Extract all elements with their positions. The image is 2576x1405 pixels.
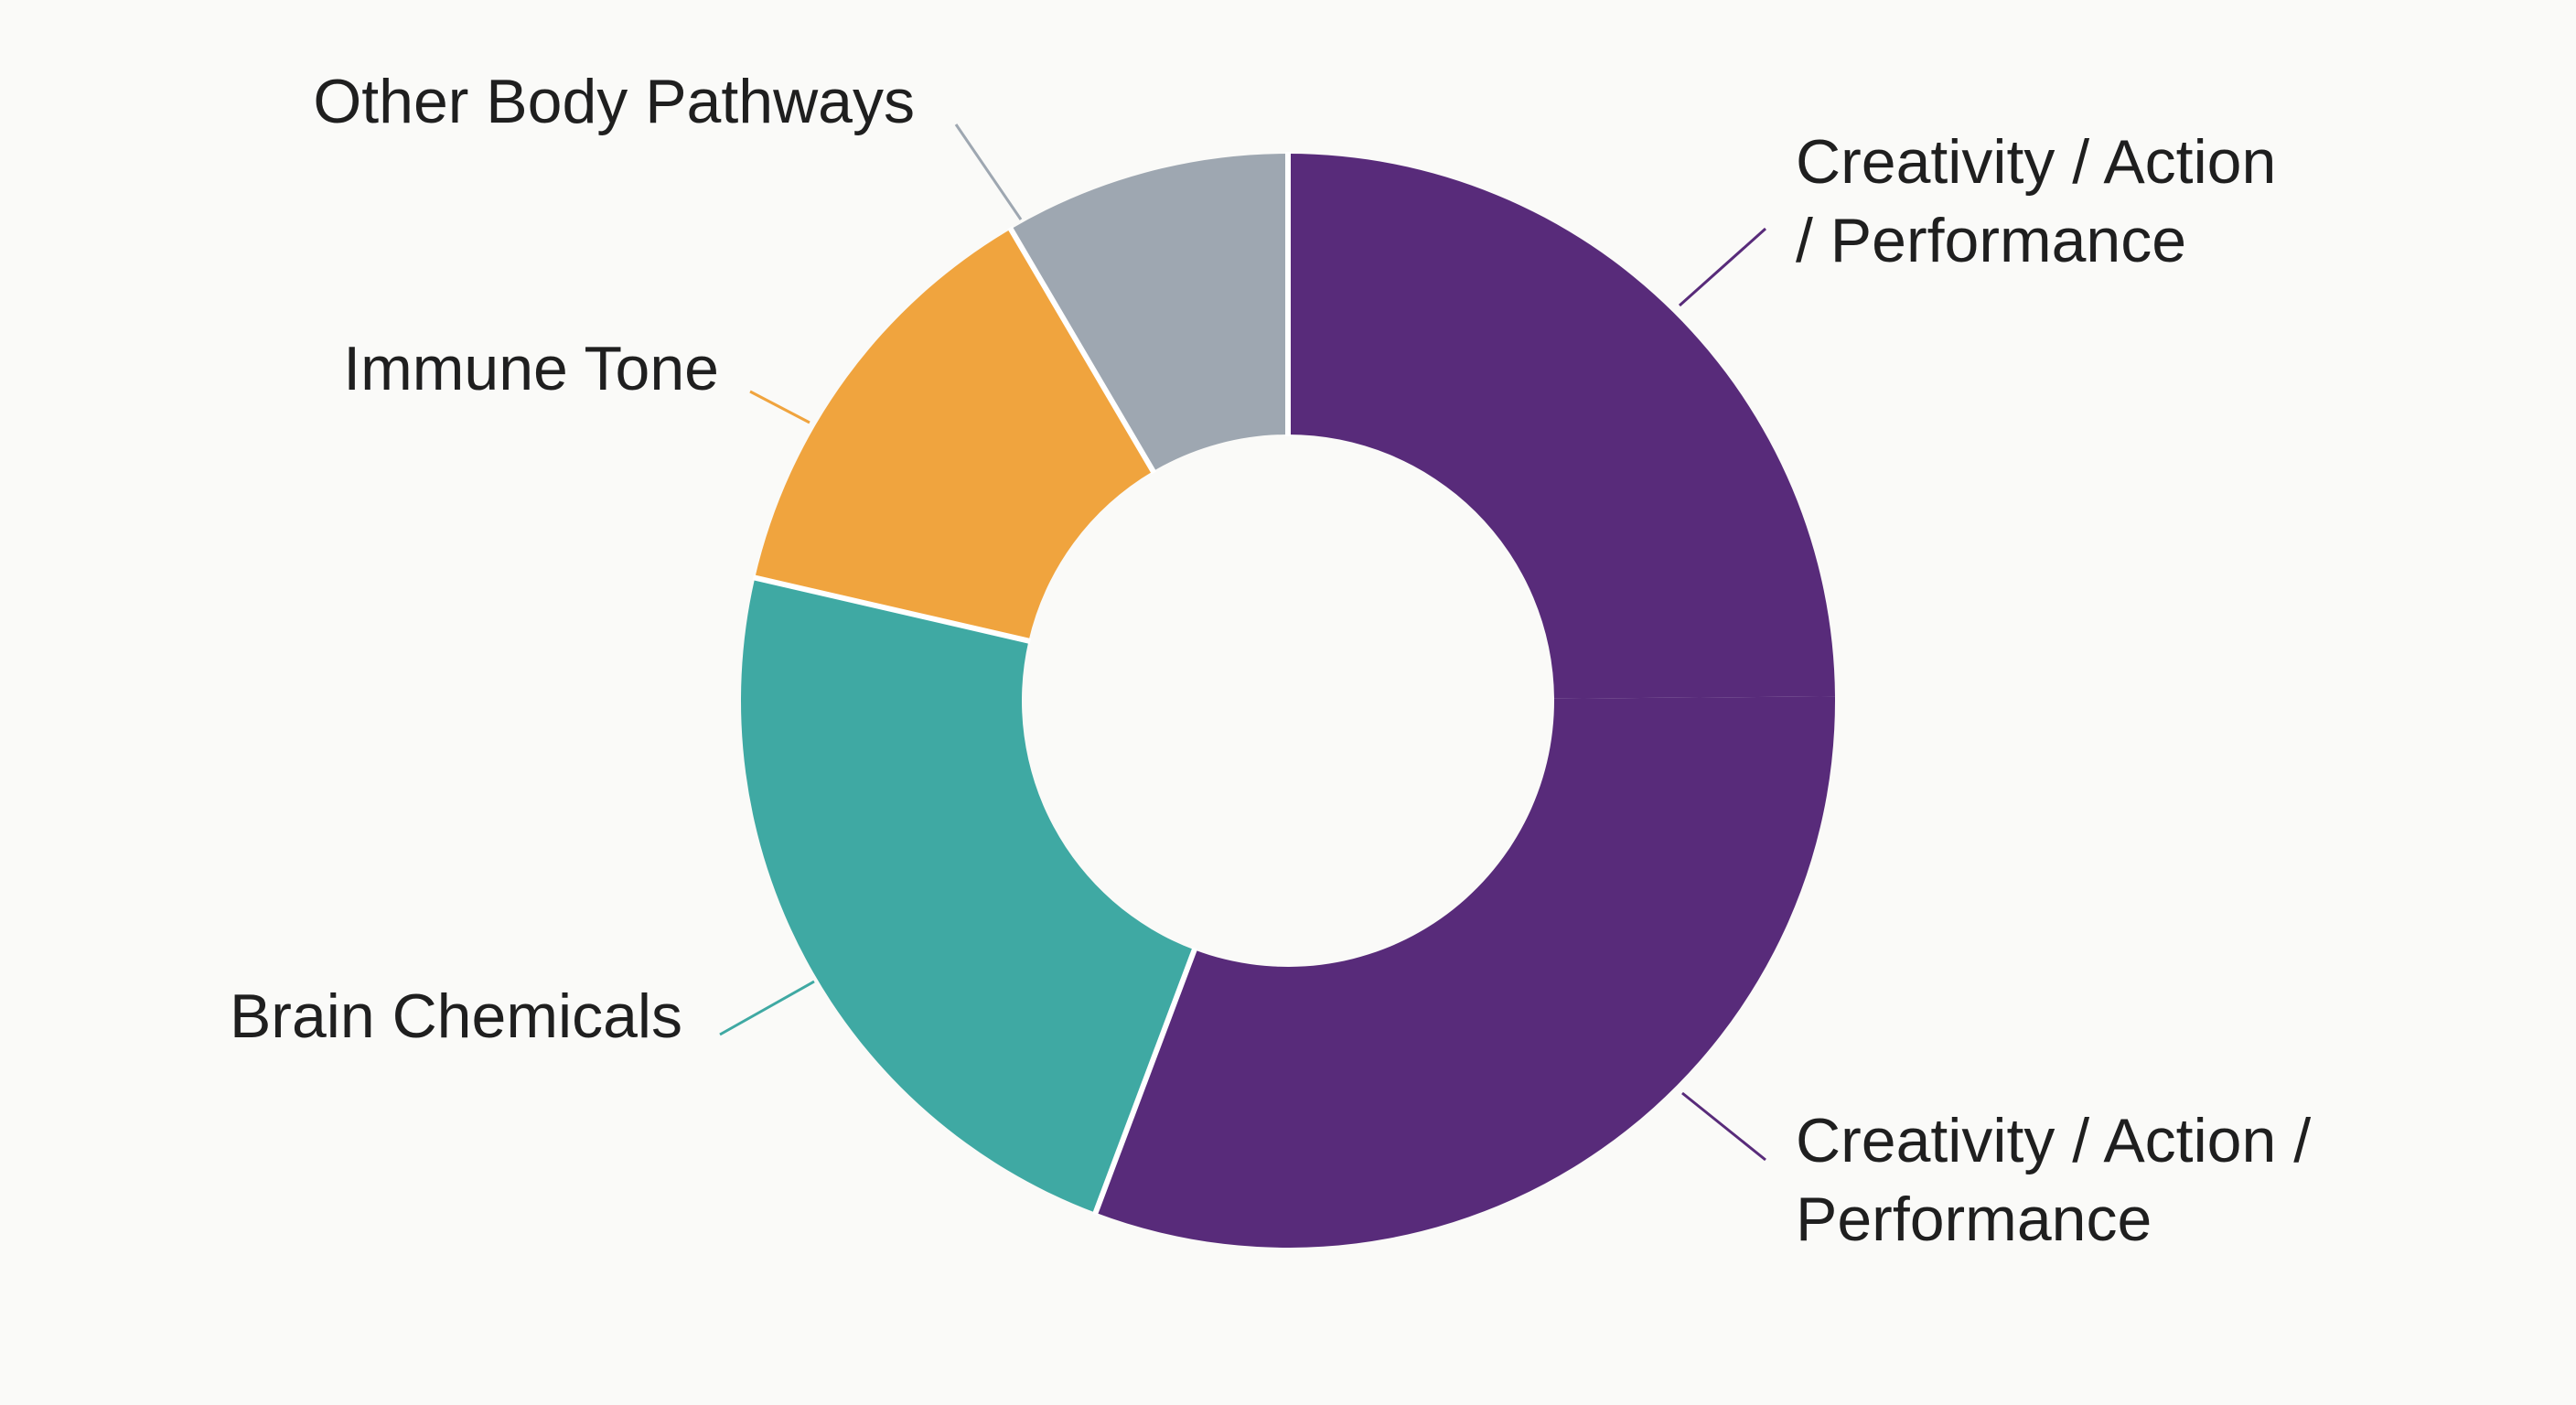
donut-slice-3 — [741, 577, 1195, 1213]
slice-label-3: Brain Chemicals — [230, 981, 682, 1051]
slice-label-line: Performance — [1796, 1185, 2152, 1254]
leader-line-1 — [1679, 227, 1766, 307]
slice-label-2: Creativity / Action / Performance — [1796, 1106, 2311, 1254]
donut-slice-4 — [755, 229, 1154, 641]
slice-label-line: Immune Tone — [343, 334, 719, 403]
slice-label-5: Other Body Pathways — [313, 67, 915, 136]
leader-line-2 — [1681, 1091, 1766, 1162]
slice-label-line: / Performance — [1796, 206, 2186, 275]
slice-label-line: Creativity / Action / — [1796, 1106, 2311, 1175]
leader-line-3 — [719, 980, 815, 1036]
donut-slice-5 — [1010, 154, 1288, 472]
slice-label-line: Creativity / Action — [1796, 127, 2276, 197]
slice-separator — [1007, 226, 1157, 475]
donut-slice-1 — [1288, 154, 1835, 699]
leader-lines-layer — [719, 123, 1766, 1162]
slice-label-line: Brain Chemicals — [230, 981, 682, 1051]
slice-label-line: Other Body Pathways — [313, 67, 915, 136]
slices-layer — [741, 152, 1835, 1248]
slice-label-1: Creativity / Action / Performance — [1796, 127, 2276, 275]
slice-label-4: Immune Tone — [343, 334, 719, 403]
leader-line-4 — [749, 390, 810, 424]
labels-layer: Creativity / Action / PerformanceCreativi… — [230, 67, 2311, 1254]
slice-separator — [1092, 947, 1198, 1216]
leader-line-5 — [954, 123, 1023, 220]
slice-separator — [752, 574, 1032, 644]
donut-slice-2 — [1095, 696, 1835, 1248]
